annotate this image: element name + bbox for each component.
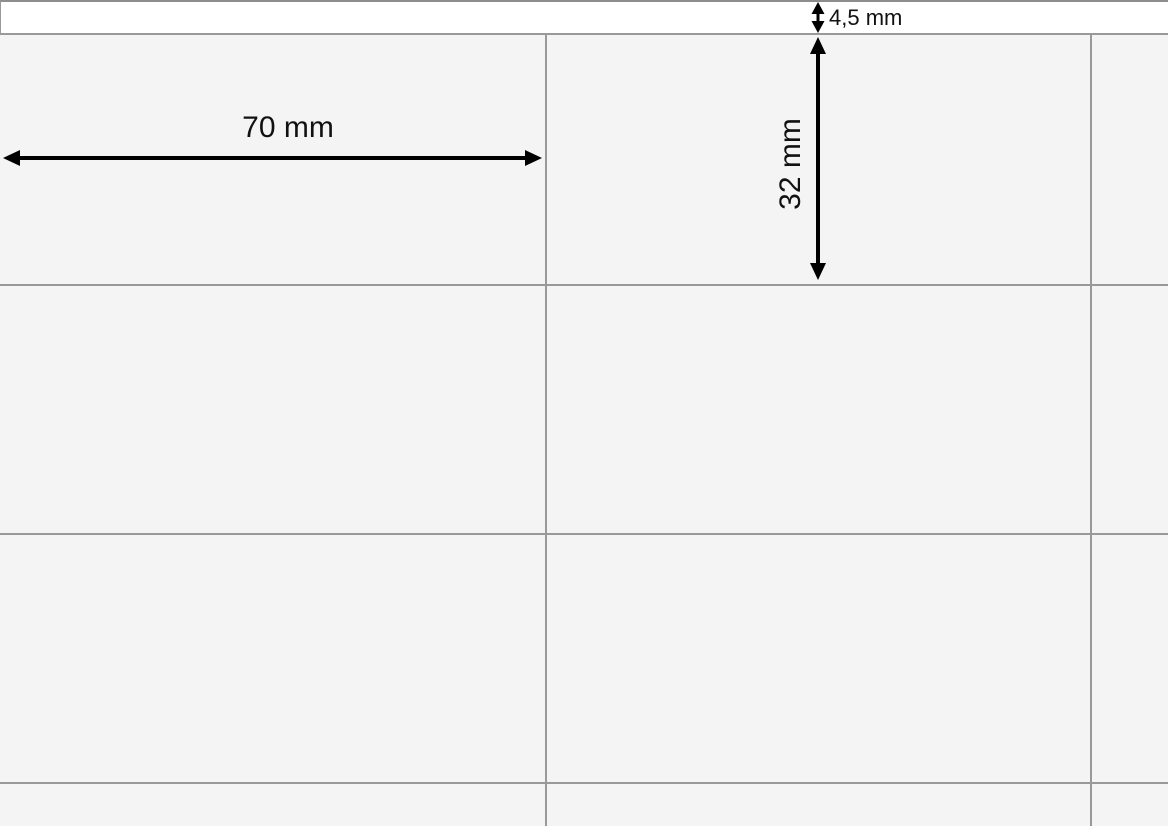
height-dimension-label: 32 mm bbox=[774, 118, 807, 210]
label-cell bbox=[1092, 35, 1168, 284]
label-cell bbox=[547, 286, 1090, 533]
label-grid bbox=[0, 35, 1168, 826]
label-cell bbox=[547, 784, 1090, 826]
label-cell bbox=[1092, 784, 1168, 826]
label-cell bbox=[1092, 535, 1168, 782]
label-cell bbox=[0, 535, 545, 782]
sheet-top-margin-strip bbox=[0, 0, 1168, 35]
label-cell bbox=[0, 35, 545, 284]
width-dimension-label: 70 mm bbox=[242, 111, 334, 144]
label-cell bbox=[547, 535, 1090, 782]
label-cell bbox=[1092, 286, 1168, 533]
label-cell bbox=[0, 784, 545, 826]
label-cell bbox=[0, 286, 545, 533]
top-margin-dimension-label: 4,5 mm bbox=[829, 5, 903, 30]
label-cell bbox=[547, 35, 1090, 284]
